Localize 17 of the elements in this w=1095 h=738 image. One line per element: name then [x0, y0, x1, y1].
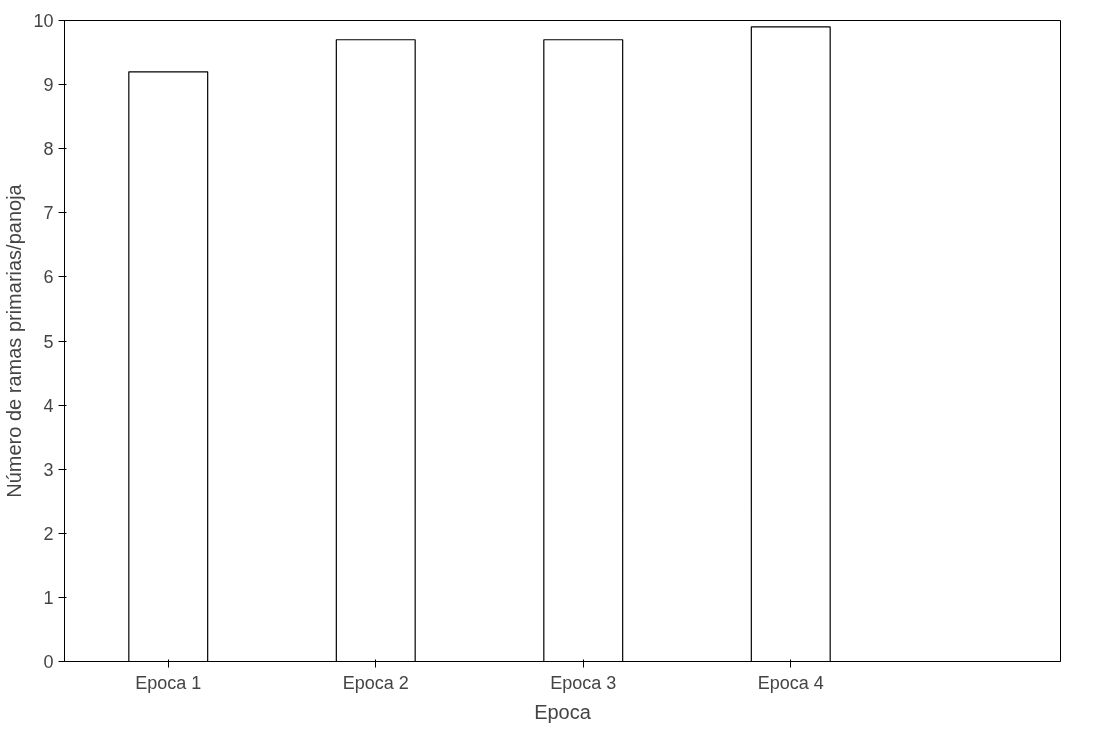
- y-tick-label: 6: [43, 267, 54, 288]
- x-tick-label: Epoca 2: [342, 672, 409, 693]
- y-tick-label: 3: [43, 459, 54, 480]
- y-tick-label: 4: [43, 395, 54, 416]
- x-axis-title: Epoca: [534, 700, 592, 723]
- y-tick-label: 7: [43, 203, 54, 224]
- y-tick-label: 9: [43, 75, 54, 96]
- y-tick-label: 0: [43, 652, 54, 672]
- x-tick-label: Epoca 3: [550, 672, 617, 693]
- y-tick-label: 8: [43, 139, 54, 160]
- y-tick-label: 5: [43, 331, 54, 352]
- y-tick-label: 2: [43, 523, 54, 544]
- x-tick-label: Epoca 1: [135, 672, 202, 693]
- x-tick-label: Epoca 4: [757, 672, 824, 693]
- y-tick-label: 10: [33, 11, 54, 31]
- y-axis-title: Número de ramas primarias/panoja: [3, 183, 26, 498]
- y-tick-label: 1: [43, 587, 54, 608]
